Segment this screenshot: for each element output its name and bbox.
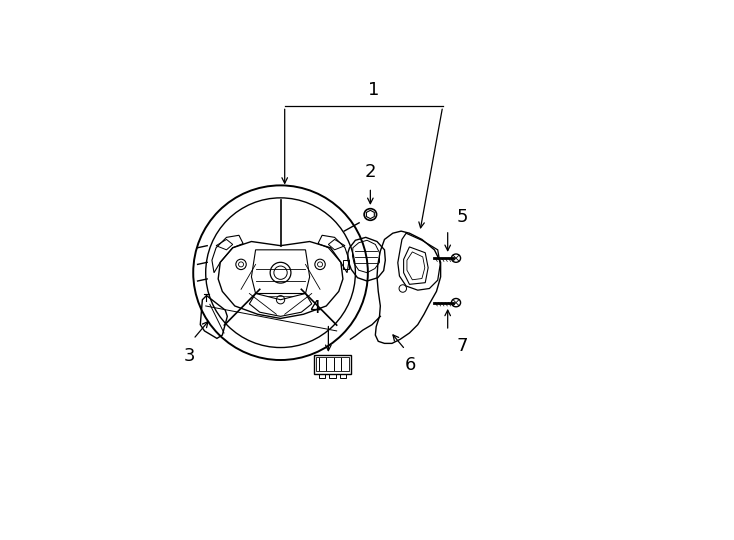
Text: 3: 3 (184, 347, 195, 364)
Text: 6: 6 (404, 356, 416, 374)
Bar (340, 374, 346, 377)
Bar (314, 355, 352, 374)
Text: 5: 5 (457, 208, 468, 226)
Text: 1: 1 (368, 81, 379, 99)
Bar (329, 374, 336, 377)
Bar (319, 374, 325, 377)
Text: 2: 2 (365, 163, 376, 181)
Bar (316, 357, 349, 372)
Text: 7: 7 (457, 337, 468, 355)
Text: 4: 4 (309, 299, 321, 318)
Bar (343, 260, 349, 269)
